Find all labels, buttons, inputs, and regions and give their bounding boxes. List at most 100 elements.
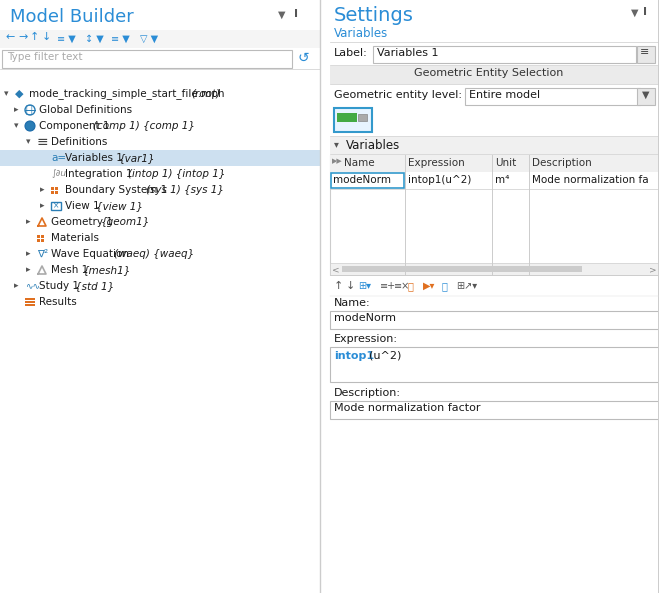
Text: {view 1}: {view 1} bbox=[96, 201, 144, 211]
Text: ↓: ↓ bbox=[42, 32, 51, 42]
Text: I: I bbox=[294, 9, 298, 19]
Bar bbox=[51, 187, 54, 190]
Text: intop1: intop1 bbox=[334, 351, 374, 361]
Text: Study 1: Study 1 bbox=[39, 281, 82, 291]
Text: Unit: Unit bbox=[495, 158, 516, 168]
Text: Name:: Name: bbox=[334, 298, 370, 308]
Text: ∇²: ∇² bbox=[37, 249, 48, 259]
Text: ▾: ▾ bbox=[14, 122, 18, 130]
Text: ⊞▾: ⊞▾ bbox=[358, 281, 371, 291]
Bar bbox=[37, 235, 40, 238]
Text: Model Builder: Model Builder bbox=[10, 8, 134, 26]
Bar bbox=[0, 30, 320, 48]
Bar bbox=[55, 191, 58, 194]
Text: ▸: ▸ bbox=[40, 202, 45, 211]
Text: 🔶: 🔶 bbox=[408, 281, 414, 291]
Text: Mode normalization fa: Mode normalization fa bbox=[532, 175, 648, 185]
Bar bbox=[330, 263, 659, 275]
Text: Geometric entity level:: Geometric entity level: bbox=[334, 90, 462, 100]
Text: Expression:: Expression: bbox=[334, 334, 398, 344]
Text: Results: Results bbox=[39, 297, 76, 307]
Text: ▸: ▸ bbox=[14, 106, 18, 114]
Bar bbox=[331, 173, 404, 188]
Text: ▸: ▸ bbox=[14, 282, 18, 291]
Text: {mesh1}: {mesh1} bbox=[82, 265, 131, 275]
Bar bbox=[637, 46, 655, 63]
Text: I: I bbox=[643, 7, 647, 17]
Text: (root): (root) bbox=[191, 89, 220, 99]
Text: Mode normalization factor: Mode normalization factor bbox=[334, 403, 480, 413]
Bar bbox=[330, 276, 659, 296]
Text: (u^2): (u^2) bbox=[369, 351, 401, 361]
Bar bbox=[337, 113, 357, 122]
Bar bbox=[330, 401, 659, 419]
Text: ◆: ◆ bbox=[15, 89, 24, 99]
Text: (intop 1) {intop 1}: (intop 1) {intop 1} bbox=[128, 169, 225, 179]
Text: Entire model: Entire model bbox=[469, 90, 540, 100]
Bar bbox=[465, 88, 640, 105]
Text: Type filter text: Type filter text bbox=[7, 52, 82, 62]
Bar bbox=[37, 239, 40, 242]
Bar bbox=[334, 108, 372, 132]
Text: →: → bbox=[18, 32, 28, 42]
Text: ↓: ↓ bbox=[346, 281, 355, 291]
Text: (waeq) {waeq}: (waeq) {waeq} bbox=[114, 249, 194, 259]
Text: ▶▶: ▶▶ bbox=[332, 158, 343, 164]
Text: Materials: Materials bbox=[51, 233, 99, 243]
Text: {geom1}: {geom1} bbox=[101, 217, 150, 227]
Bar bbox=[637, 88, 655, 105]
Text: Global Definitions: Global Definitions bbox=[39, 105, 132, 115]
Text: Geometric Entity Selection: Geometric Entity Selection bbox=[413, 68, 563, 78]
Text: ▸: ▸ bbox=[26, 266, 30, 275]
Text: ↑: ↑ bbox=[334, 281, 343, 291]
Text: Name: Name bbox=[344, 158, 374, 168]
Bar bbox=[25, 301, 35, 303]
Bar bbox=[330, 155, 659, 172]
Bar bbox=[41, 235, 44, 238]
Text: {std 1}: {std 1} bbox=[75, 281, 114, 291]
Text: ▼: ▼ bbox=[642, 90, 650, 100]
Text: ↑: ↑ bbox=[30, 32, 40, 42]
Text: Mesh 1: Mesh 1 bbox=[51, 265, 92, 275]
Text: ▸: ▸ bbox=[40, 186, 45, 195]
Text: Variables 1: Variables 1 bbox=[377, 48, 438, 58]
Bar bbox=[342, 266, 582, 272]
Text: m⁴: m⁴ bbox=[495, 175, 509, 185]
Text: ≡: ≡ bbox=[640, 47, 649, 57]
Text: Component 1: Component 1 bbox=[39, 121, 113, 131]
Text: Variables 1: Variables 1 bbox=[65, 153, 126, 163]
Text: View 1: View 1 bbox=[65, 201, 103, 211]
Text: ▸: ▸ bbox=[26, 218, 30, 227]
Text: mode_tracking_simple_start_file.mph: mode_tracking_simple_start_file.mph bbox=[29, 88, 228, 100]
Bar bbox=[330, 137, 659, 154]
Text: Geometry 1: Geometry 1 bbox=[51, 217, 116, 227]
Text: ∫∂u: ∫∂u bbox=[51, 170, 66, 178]
Text: Expression: Expression bbox=[408, 158, 465, 168]
Text: ▾: ▾ bbox=[334, 139, 339, 149]
Text: Integration 1: Integration 1 bbox=[65, 169, 136, 179]
Text: ←: ← bbox=[6, 32, 15, 42]
Text: modeNorm: modeNorm bbox=[334, 313, 396, 323]
Text: {var1}: {var1} bbox=[119, 153, 156, 163]
Text: >: > bbox=[649, 265, 656, 274]
Bar bbox=[51, 202, 61, 210]
Text: ≡+: ≡+ bbox=[380, 281, 396, 291]
Text: Definitions: Definitions bbox=[51, 137, 107, 147]
Text: ≡ ▼: ≡ ▼ bbox=[57, 34, 76, 44]
Bar bbox=[55, 187, 58, 190]
Bar bbox=[373, 46, 636, 63]
Bar bbox=[0, 0, 320, 593]
Text: Variables: Variables bbox=[334, 27, 388, 40]
Bar bbox=[2, 50, 292, 68]
Bar bbox=[25, 304, 35, 306]
Text: ▾: ▾ bbox=[4, 90, 9, 98]
Text: Settings: Settings bbox=[334, 6, 414, 25]
Text: ≡ ▼: ≡ ▼ bbox=[111, 34, 130, 44]
Text: Description: Description bbox=[532, 158, 592, 168]
Text: ▽ ▼: ▽ ▼ bbox=[140, 34, 158, 44]
Text: ▶▾: ▶▾ bbox=[423, 281, 436, 291]
Text: intop1(u^2): intop1(u^2) bbox=[408, 175, 471, 185]
Text: 🌐: 🌐 bbox=[25, 105, 32, 115]
Bar bbox=[51, 191, 54, 194]
Text: ▾: ▾ bbox=[26, 138, 30, 146]
